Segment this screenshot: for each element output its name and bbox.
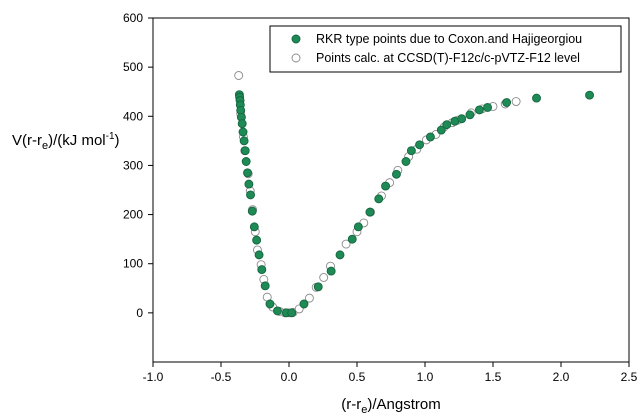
y-axis: 0 100 200 300 400 500 600 [123,11,153,320]
x-axis-title: (r-re)/Angstrom [341,396,440,416]
rkr-point [401,157,411,166]
rkr-point [249,222,259,232]
rkr-point [474,105,484,115]
y-axis-title-post: ) [115,132,120,149]
rkr-point [243,168,252,178]
rkr-point [252,235,262,245]
plot-area-group [152,17,630,363]
y-tick-label: 0 [136,306,143,320]
y-tick-label: 500 [123,60,143,74]
calc-point [234,71,244,80]
rkr-point [260,281,270,291]
rkr-point [353,222,363,232]
rkr-point [272,306,282,316]
y-tick-label: 400 [123,109,143,123]
rkr-point [244,179,254,189]
rkr-point [335,250,345,260]
legend-box [269,25,622,73]
rkr-point [347,234,357,244]
y-tick-label: 300 [123,158,143,172]
rkr-point [532,93,541,103]
y-tick-label: 600 [123,11,143,25]
rkr-point [465,110,475,120]
x-tick-label: 0.5 [349,370,366,384]
rkr-point [287,308,297,318]
rkr-point [381,181,391,191]
rkr-point [457,114,467,124]
calc-point [511,97,521,106]
rkr-point [483,102,493,112]
y-axis-title-sup: -1 [106,131,115,142]
rkr-point [299,299,309,309]
x-tick-label: 1.0 [417,370,434,384]
rkr-point [436,125,446,135]
rkr-point [239,136,249,146]
rkr-point [246,190,255,200]
plot-frame [152,17,630,363]
x-tick-label: 0.0 [281,370,298,384]
rkr-point [254,250,264,260]
rkr-point [238,127,248,137]
legend-marker-rkr [291,34,301,44]
rkr-point [240,146,250,156]
x-axis-title-pre: (r-r [341,396,361,413]
calc-point [341,239,351,249]
rkr-point [241,157,251,166]
rkr-point [442,120,452,130]
x-tick-label: 2.0 [553,370,570,384]
rkr-point [237,119,247,129]
y-axis-title: V(r-re)/(kJ mol-1) [12,131,120,152]
rkr-point [265,299,275,309]
calc-point [304,293,314,303]
x-tick-label: 1.5 [485,370,502,384]
rkr-point [374,194,384,204]
legend-marker-calc [291,53,301,63]
rkr-point [425,132,435,142]
x-tick-label: 2.5 [621,370,638,384]
rkr-point [365,207,375,217]
rkr-point [391,169,401,179]
legend: RKR type points due to Coxon.and Hajigeo… [269,25,622,73]
x-axis-title-post: )/Angstrom [367,396,440,413]
legend-label-calc: Points calc. at CCSD(T)-F12c/c-pVTZ-F12 … [316,51,580,65]
y-axis-title-pre: V(r-r [12,132,42,149]
rkr-point [257,265,267,275]
rkr-point [406,146,416,156]
x-axis-title-sub: e [361,404,367,416]
x-axis: -1.0 -0.5 0.0 0.5 1.0 1.5 2.0 2.5 [143,362,638,384]
rkr-point [313,282,323,292]
rkr-point [415,140,425,150]
y-tick-label: 100 [123,257,143,271]
rkr-point [502,98,512,107]
legend-label-rkr: RKR type points due to Coxon.and Hajigeo… [316,32,582,46]
series-layer [234,71,595,318]
x-tick-label: -1.0 [143,370,164,384]
rkr-point [585,90,595,100]
x-tick-label: -0.5 [211,370,232,384]
y-axis-title-mid: )/(kJ mol [48,132,106,149]
rkr-point [247,206,257,216]
calc-point [319,273,329,282]
rkr-point [326,266,336,276]
y-tick-label: 200 [123,208,143,222]
y-axis-title-sub: e [42,140,48,152]
